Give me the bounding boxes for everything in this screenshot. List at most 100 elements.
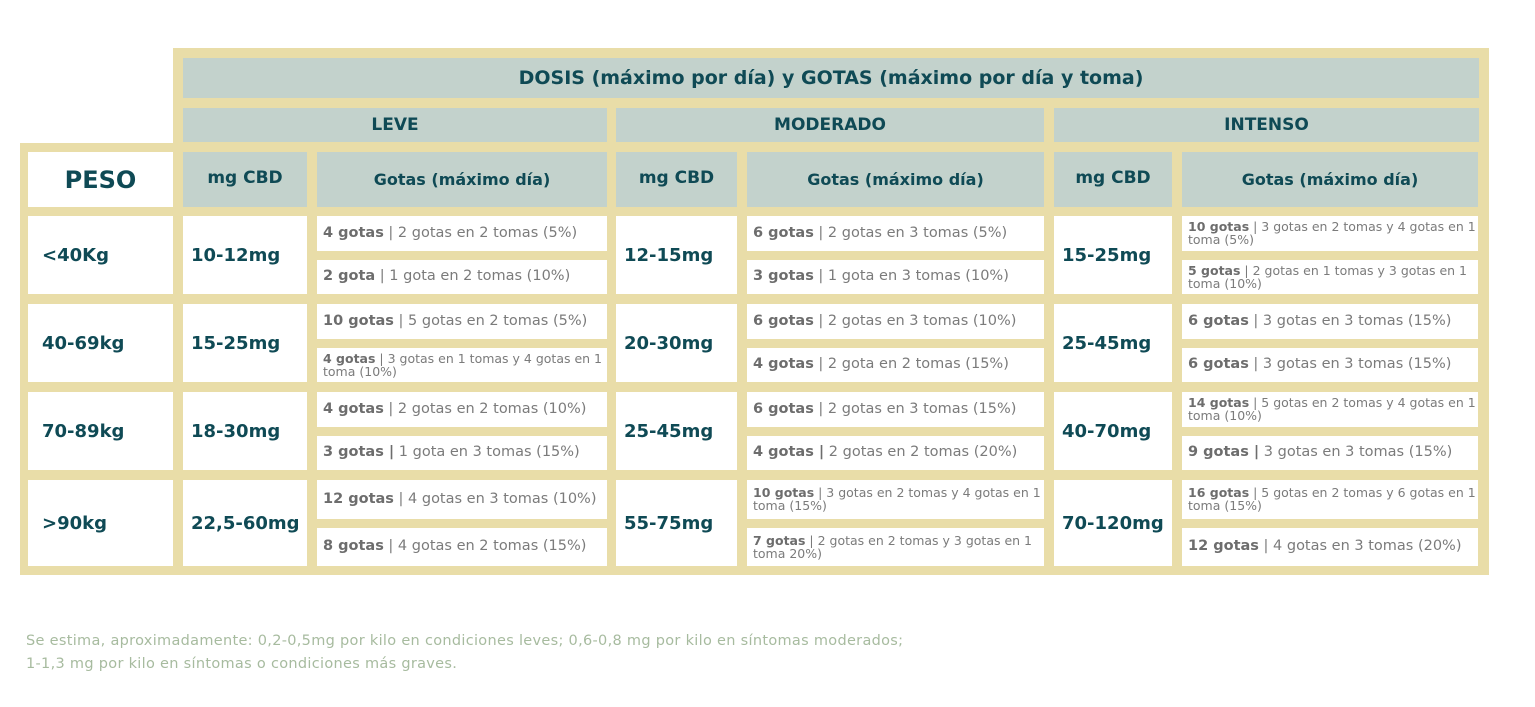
gotas-cell: 3 gotas | 1 gota en 3 tomas (10%) [747,259,1044,294]
gotas-count: 10 gotas [1188,219,1250,235]
gotas-cell: 9 gotas | 3 gotas en 3 tomas (15%) [1182,435,1478,470]
gotas-cell: 6 gotas | 3 gotas en 3 tomas (15%) [1182,304,1478,339]
gotas-count: 16 gotas [1188,485,1250,501]
mg-cell: 20-30mg [616,304,737,382]
gotas-text: 4 gotas | 3 gotas en 1 tomas y 4 gotas e… [323,352,607,378]
weight-cell: <40Kg [28,216,173,294]
gotas-text: 6 gotas | 3 gotas en 3 tomas (15%) [1188,357,1451,372]
weight-cell: >90kg [28,480,173,566]
gotas-count: 6 gotas [753,224,814,241]
gotas-count: 2 gota [323,268,376,285]
gotas-detail: | 3 gotas en 3 tomas (15%) [1248,312,1452,329]
gotas-header: Gotas (máximo día) [317,152,607,207]
gotas-cell: 5 gotas | 2 gotas en 1 tomas y 3 gotas e… [1182,259,1478,294]
gotas-text: 10 gotas | 3 gotas en 2 tomas y 4 gotas … [753,486,1044,512]
gotas-cell: 14 gotas | 5 gotas en 2 tomas y 4 gotas … [1182,392,1478,427]
gotas-cell: 12 gotas | 4 gotas en 3 tomas (20%) [1182,527,1478,566]
gotas-count: 10 gotas [753,485,815,501]
weight-cell: 40-69kg [28,304,173,382]
gotas-text: 4 gotas | 2 gota en 2 tomas (15%) [753,357,1009,372]
gotas-text: 6 gotas | 2 gotas en 3 tomas (15%) [753,400,1017,417]
gotas-count: 4 gotas [323,400,384,417]
gotas-count: 3 gotas [753,268,814,285]
gotas-header: Gotas (máximo día) [1182,152,1478,207]
gotas-text: 2 gota | 1 gota en 2 tomas (10%) [323,269,570,284]
gotas-count: 6 gotas [1188,312,1249,329]
gotas-detail: | 3 gotas en 2 tomas y 4 gotas en 1 toma… [753,485,1041,514]
gotas-cell: 4 gotas | 2 gota en 2 tomas (15%) [747,347,1044,382]
gotas-detail: | 1 gota en 2 tomas (10%) [375,268,571,285]
gotas-count: 9 gotas | [1188,444,1260,461]
severity-header: INTENSO [1054,108,1479,142]
mg-cell: 10-12mg [183,216,307,294]
peso-header: PESO [28,152,173,207]
gotas-cell: 6 gotas | 2 gotas en 3 tomas (15%) [747,392,1044,427]
gotas-count: 4 gotas [323,224,384,241]
mg-cell: 25-45mg [616,392,737,470]
gotas-cell: 6 gotas | 2 gotas en 3 tomas (5%) [747,216,1044,251]
gotas-detail: | 2 gotas en 2 tomas (10%) [383,400,587,417]
gotas-count: 12 gotas [1188,538,1259,555]
footer-line: 1-1,3 mg por kilo en síntomas o condicio… [26,656,458,672]
mg-cell: 55-75mg [616,480,737,566]
gotas-cell: 6 gotas | 2 gotas en 3 tomas (10%) [747,304,1044,339]
gotas-count: 10 gotas [323,312,394,329]
gotas-text: 6 gotas | 2 gotas en 3 tomas (5%) [753,224,1008,241]
mg-cell: 15-25mg [1054,216,1172,294]
severity-header: MODERADO [616,108,1044,142]
gotas-cell: 7 gotas | 2 gotas en 2 tomas y 3 gotas e… [747,527,1044,566]
gotas-detail: | 3 gotas en 2 tomas y 4 gotas en 1 toma… [1188,219,1476,248]
gotas-detail: | 5 gotas en 2 tomas y 4 gotas en 1 toma… [1188,395,1476,424]
gotas-detail: | 1 gota en 3 tomas (10%) [813,268,1009,285]
gotas-detail: | 3 gotas en 3 tomas (15%) [1248,356,1452,373]
gotas-text: 6 gotas | 3 gotas en 3 tomas (15%) [1188,312,1452,329]
mg-cbd-header: mg CBD [1054,152,1172,207]
gotas-detail: | 2 gotas en 3 tomas (5%) [813,224,1008,241]
gotas-text: 3 gotas | 1 gota en 3 tomas (15%) [323,445,580,460]
gotas-detail: | 2 gotas en 2 tomas y 3 gotas en 1 toma… [753,532,1032,561]
mg-cell: 15-25mg [183,304,307,382]
gotas-cell: 4 gotas | 2 gotas en 2 tomas (5%) [317,216,607,251]
gotas-detail: | 5 gotas en 2 tomas y 6 gotas en 1 toma… [1188,485,1476,514]
mg-cell: 25-45mg [1054,304,1172,382]
gotas-count: 6 gotas [753,312,814,329]
gotas-count: 7 gotas [753,532,806,548]
gotas-detail: | 2 gotas en 2 tomas (5%) [383,224,578,241]
gotas-detail: | 2 gota en 2 tomas (15%) [813,356,1009,373]
gotas-count: 5 gotas [1188,262,1241,278]
gotas-cell: 10 gotas | 3 gotas en 2 tomas y 4 gotas … [747,480,1044,519]
gotas-text: 10 gotas | 3 gotas en 2 tomas y 4 gotas … [1188,220,1478,246]
gotas-text: 16 gotas | 5 gotas en 2 tomas y 6 gotas … [1188,486,1478,512]
gotas-detail: | 5 gotas en 2 tomas (5%) [393,312,588,329]
gotas-detail: 1 gota en 3 tomas (15%) [394,444,580,461]
gotas-text: 3 gotas | 1 gota en 3 tomas (10%) [753,269,1009,284]
mg-cell: 40-70mg [1054,392,1172,470]
weight-cell: 70-89kg [28,392,173,470]
footer-note: Se estima, aproximadamente: 0,2-0,5mg po… [26,630,903,676]
gotas-detail: | 2 gotas en 1 tomas y 3 gotas en 1 toma… [1188,262,1467,291]
gotas-text: 9 gotas | 3 gotas en 3 tomas (15%) [1188,445,1452,460]
gotas-text: 12 gotas | 4 gotas en 3 tomas (20%) [1188,539,1462,554]
gotas-count: 12 gotas [323,490,394,507]
gotas-text: 5 gotas | 2 gotas en 1 tomas y 3 gotas e… [1188,264,1478,290]
gotas-cell: 4 gotas | 3 gotas en 1 tomas y 4 gotas e… [317,347,607,382]
gotas-detail: | 2 gotas en 3 tomas (15%) [813,400,1017,417]
gotas-text: 6 gotas | 2 gotas en 3 tomas (10%) [753,312,1017,329]
mg-cbd-header: mg CBD [616,152,737,207]
gotas-text: 7 gotas | 2 gotas en 2 tomas y 3 gotas e… [753,534,1044,560]
mg-cell: 70-120mg [1054,480,1172,566]
gotas-detail: | 4 gotas en 2 tomas (15%) [383,538,587,555]
gotas-text: 12 gotas | 4 gotas en 3 tomas (10%) [323,490,597,507]
gotas-count: 6 gotas [753,400,814,417]
mg-cell: 12-15mg [616,216,737,294]
gotas-cell: 16 gotas | 5 gotas en 2 tomas y 6 gotas … [1182,480,1478,519]
gotas-text: 4 gotas | 2 gotas en 2 tomas (10%) [323,400,587,417]
gotas-detail: | 2 gotas en 3 tomas (10%) [813,312,1017,329]
gotas-count: 8 gotas [323,538,384,555]
gotas-cell: 8 gotas | 4 gotas en 2 tomas (15%) [317,527,607,566]
gotas-detail: 3 gotas en 3 tomas (15%) [1259,444,1453,461]
gotas-cell: 3 gotas | 1 gota en 3 tomas (15%) [317,435,607,470]
gotas-text: 4 gotas | 2 gotas en 2 tomas (20%) [753,445,1017,460]
gotas-count: 3 gotas | [323,444,395,461]
mg-cbd-header: mg CBD [183,152,307,207]
